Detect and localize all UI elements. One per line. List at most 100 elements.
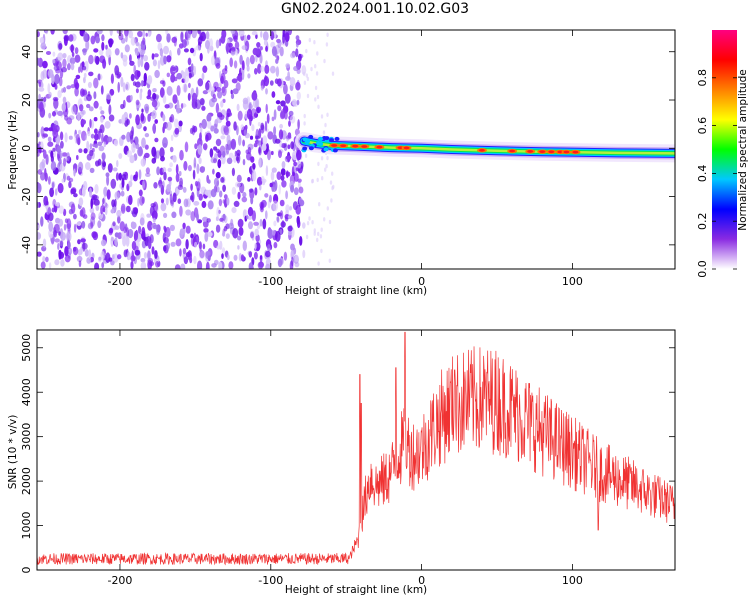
spectrogram-hotspot — [403, 146, 410, 150]
spectrogram-noise-blob — [97, 73, 101, 81]
spectrogram-noise-blob — [70, 44, 74, 53]
spectrogram-noise-blob — [52, 51, 56, 57]
spectrogram-noise-blob — [90, 221, 94, 228]
spectrogram-noise-blob — [185, 209, 192, 216]
spectrogram-noise-blob — [117, 81, 120, 93]
spectrogram-noise-blob — [231, 167, 235, 177]
spectrogram-noise-blob — [140, 258, 146, 263]
spectrogram-noise-blob — [225, 145, 230, 155]
spectrogram-noise-blob — [238, 226, 244, 236]
spectrogram-noise-blob — [285, 190, 288, 200]
spectrogram-noise-blob — [147, 220, 153, 231]
spectrogram-noise-blob — [297, 119, 300, 130]
spectrogram-noise-blob — [109, 227, 114, 234]
snr-y-tick-label: 5000 — [20, 334, 33, 362]
spectrogram-noise-blob — [54, 202, 60, 207]
spectrogram-noise-blob — [177, 184, 184, 190]
spectrogram-noise-blob — [131, 250, 134, 261]
spectrogram-noise-blob — [171, 211, 177, 219]
spectrogram-noise-blob — [81, 220, 86, 229]
spectrogram-noise-blob — [147, 113, 151, 122]
spectrogram-noise-blob — [151, 53, 155, 60]
spectrogram-noise-blob — [97, 220, 102, 229]
spectrogram-noise-blob — [315, 71, 319, 76]
spectrogram-noise-blob — [71, 52, 75, 57]
spectrogram-noise-blob — [263, 39, 268, 46]
spectrogram-noise-blob — [291, 256, 294, 267]
spectrogram-noise-blob — [242, 158, 246, 166]
spectrogram-noise-blob — [43, 96, 47, 103]
spectrogram-noise-blob — [83, 31, 88, 42]
spectrogram-noise-blob — [48, 91, 52, 98]
spectrogram-noise-blob — [320, 248, 323, 254]
spectrogram-noise-blob — [326, 206, 329, 211]
spectrogram-noise-blob — [247, 177, 251, 182]
spectrogram-noise-blob — [217, 159, 222, 169]
spectrogram-noise-blob — [37, 169, 43, 175]
spectrogram-noise-blob — [169, 224, 175, 232]
spectrogram-noise-blob — [101, 133, 104, 144]
spectrogram-noise-blob — [331, 171, 334, 176]
spectrogram-ridge-speck — [332, 148, 338, 153]
spectrogram-noise-blob — [241, 70, 245, 80]
spectrogram-noise-blob — [128, 30, 134, 39]
spectrogram-noise-blob — [248, 221, 253, 230]
spectrogram-noise-blob — [231, 207, 237, 214]
spectrogram-ridge — [295, 132, 675, 163]
spectrogram-noise-blob — [201, 200, 207, 209]
spectrogram-noise-blob — [137, 57, 141, 68]
spectrogram-noise-blob — [120, 203, 126, 214]
spectrogram-noise-blob — [258, 128, 262, 139]
spectrogram-noise-blob — [143, 55, 149, 62]
spectrogram-noise-blob — [90, 133, 95, 139]
spectrogram-noise-blob — [76, 255, 83, 263]
spectrogram-noise-blob — [83, 72, 87, 79]
snr-y-tick-label: 4000 — [20, 378, 33, 406]
spectrogram-noise-blob — [237, 73, 243, 83]
spectrogram-noise-blob — [90, 212, 96, 220]
spectrogram-noise-blob — [141, 108, 144, 113]
spectrogram-noise-blob — [44, 168, 47, 178]
spectrogram-noise-blob — [99, 106, 103, 111]
spectrogram-noise-blob — [51, 182, 55, 190]
spectrogram-noise-blob — [242, 139, 246, 147]
spectrogram-noise-blob — [296, 91, 301, 100]
spectrogram-noise-blob — [66, 218, 72, 230]
spectrogram-noise-blob — [275, 66, 280, 78]
spectrogram-noise-blob — [242, 240, 247, 252]
spectrogram-noise-blob — [241, 196, 248, 203]
spectrogram-noise-blob — [228, 152, 234, 159]
spectrogram-noise-blob — [61, 102, 66, 112]
spectrogram-noise-blob — [285, 63, 291, 69]
spectrogram-noise-blob — [83, 148, 88, 154]
spectrogram-noise-blob — [37, 152, 40, 157]
spectrogram-noise-blob — [226, 134, 231, 145]
spectrogram-noise-blob — [234, 41, 240, 50]
spectrogram-noise-blob — [325, 164, 328, 169]
spectrogram-noise-blob — [78, 161, 84, 173]
spectrogram-noise-blob — [223, 194, 228, 200]
spectrogram-noise-blob — [166, 184, 172, 193]
spectrogram-noise-blob — [54, 238, 60, 243]
spectrogram-noise-blob — [145, 172, 151, 177]
spectrogram-noise-blob — [94, 262, 100, 269]
spectrogram-noise-blob — [66, 233, 71, 241]
spectrogram-noise-blob — [211, 55, 216, 66]
spectrogram-noise-blob — [265, 45, 268, 52]
spectrogram-noise-blob — [177, 47, 181, 56]
spectrogram-noise-blob — [283, 251, 288, 261]
spectrogram-noise-blob — [234, 150, 238, 157]
spectrogram-noise-blob — [122, 82, 126, 93]
spectrogram-y-tick-label: 0 — [20, 145, 33, 152]
spectrogram-noise-blob — [108, 114, 115, 122]
spectrogram-noise-blob — [241, 60, 245, 71]
spectrogram-noise-blob — [120, 76, 124, 88]
spectrogram-noise-blob — [106, 175, 110, 186]
spectrogram-noise-blob — [176, 85, 181, 96]
spectrogram-noise-blob — [42, 60, 48, 69]
spectrogram-noise-blob — [199, 52, 203, 62]
spectrogram-noise-blob — [225, 233, 230, 240]
spectrogram-noise-blob — [270, 31, 275, 41]
spectrogram-noise-blob — [113, 139, 119, 147]
spectrogram-noise-blob — [213, 123, 218, 130]
